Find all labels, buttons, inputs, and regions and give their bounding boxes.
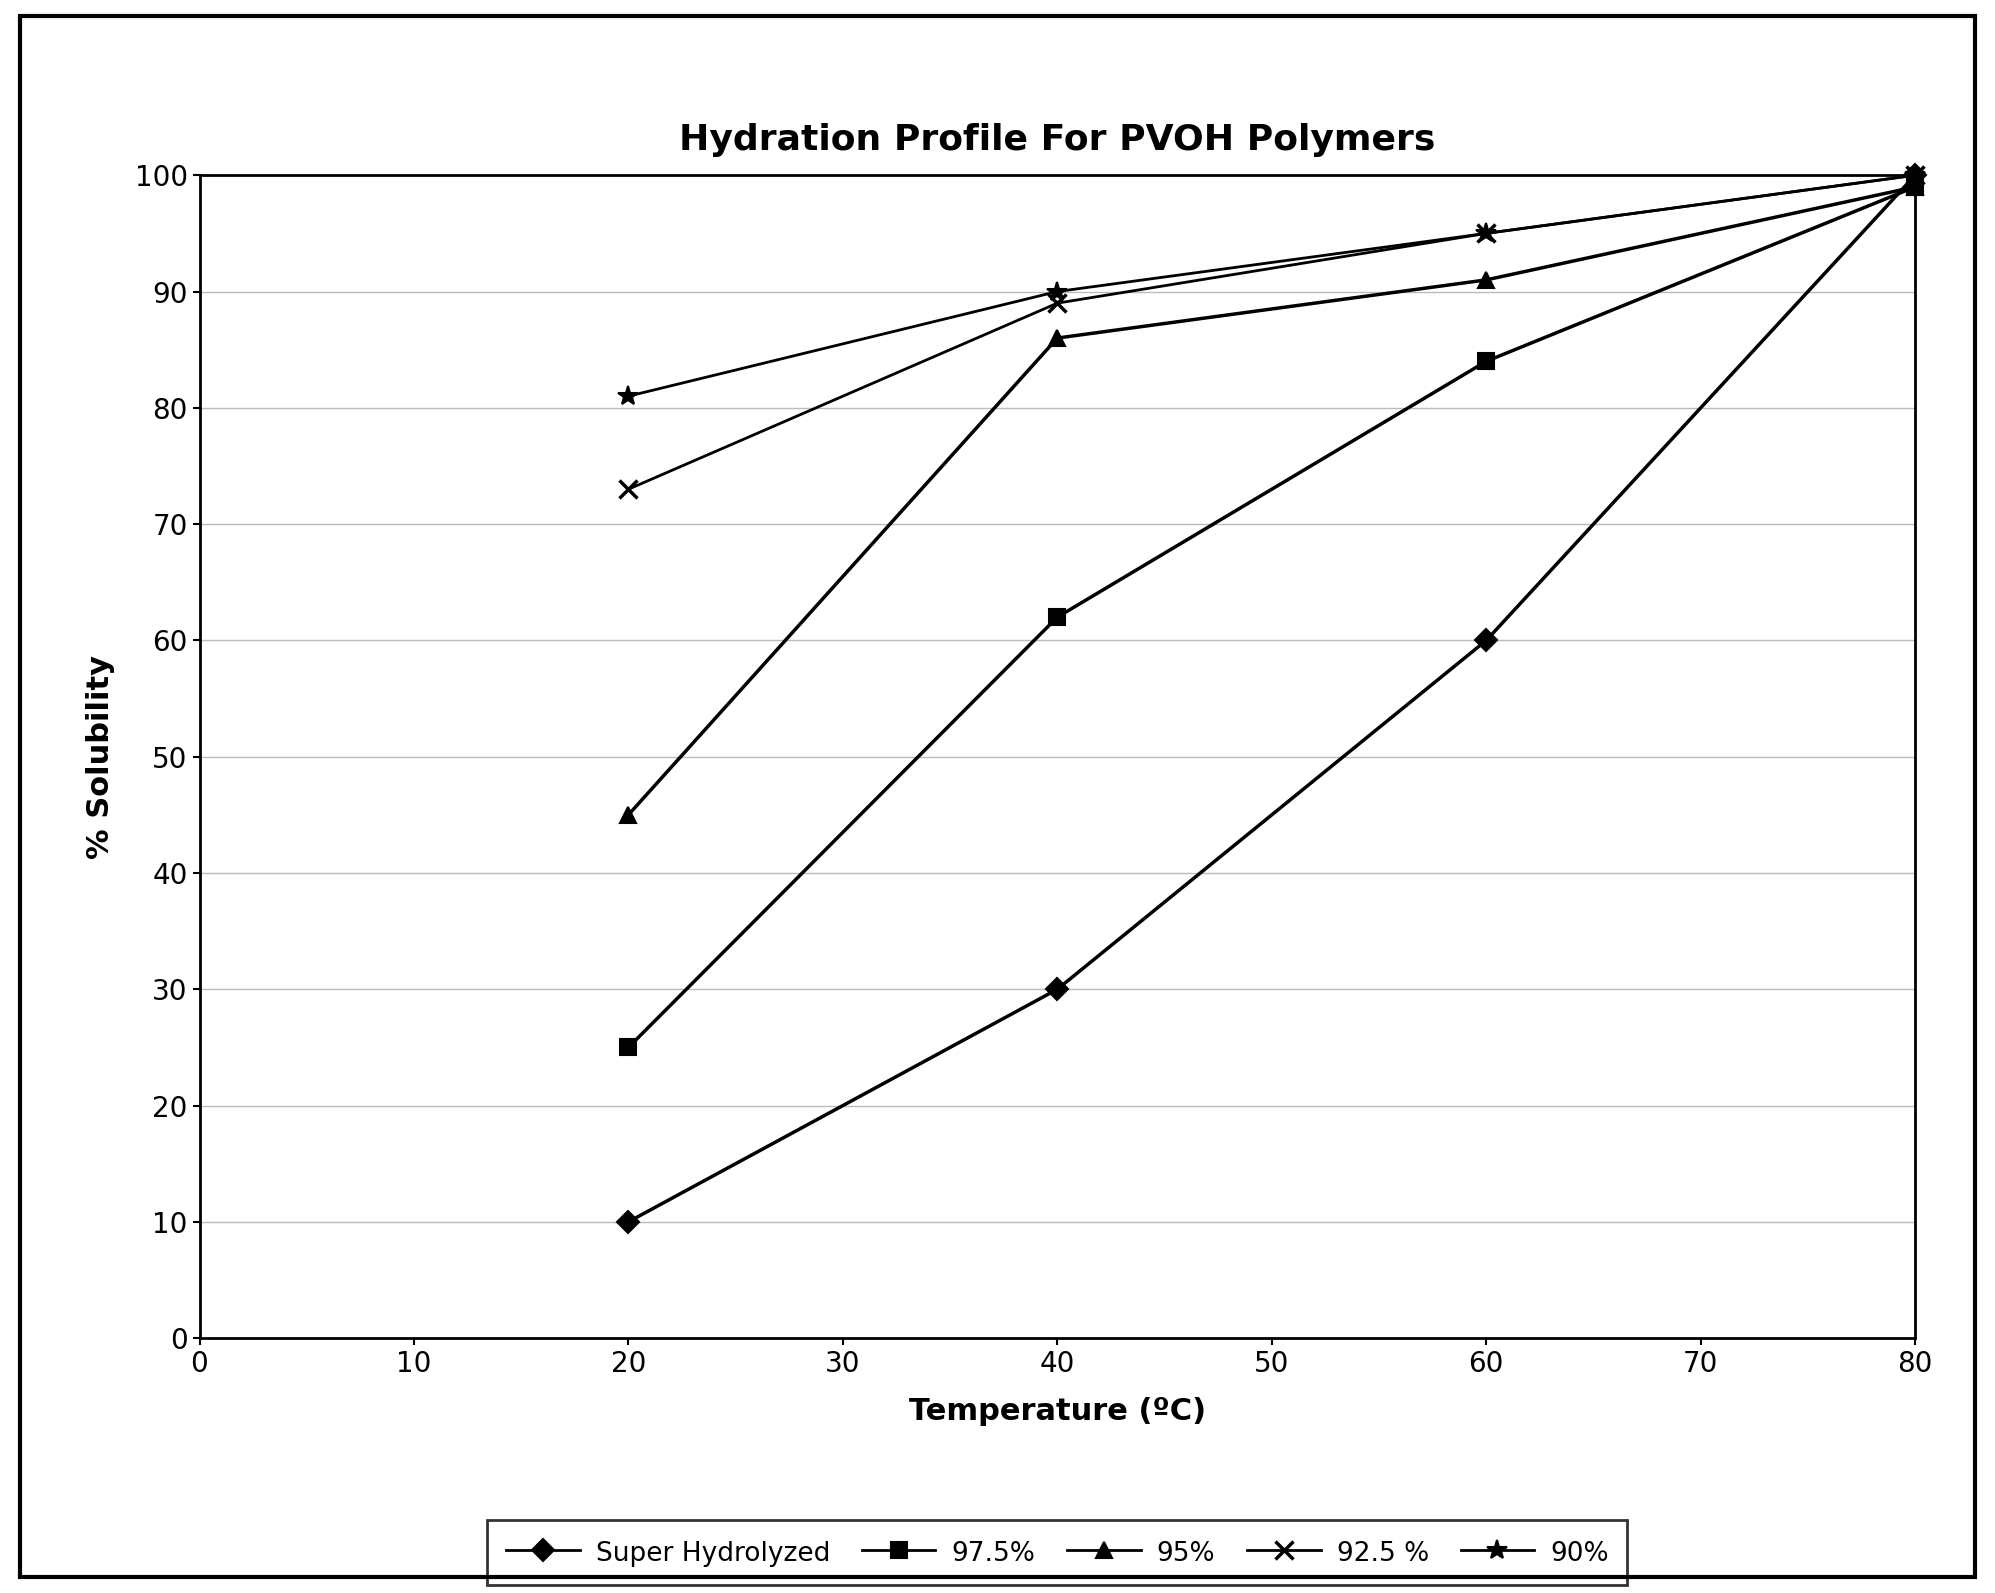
Title: Hydration Profile For PVOH Polymers: Hydration Profile For PVOH Polymers — [678, 123, 1436, 158]
Legend: Super Hydrolyzed, 97.5%, 95%, 92.5 %, 90%: Super Hydrolyzed, 97.5%, 95%, 92.5 %, 90… — [487, 1520, 1628, 1585]
X-axis label: Temperature (ºC): Temperature (ºC) — [910, 1397, 1205, 1426]
Y-axis label: % Solubility: % Solubility — [86, 655, 116, 859]
